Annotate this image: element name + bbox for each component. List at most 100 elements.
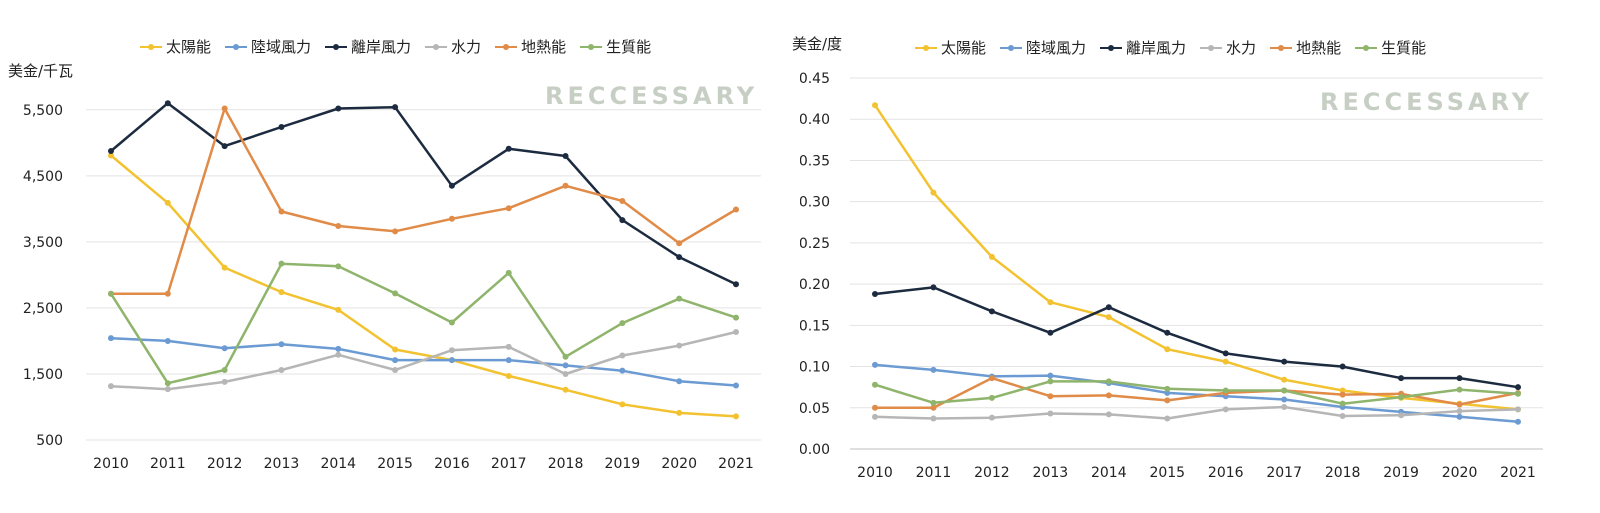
legend-label: 陸域風力 — [1026, 39, 1087, 57]
data-point — [335, 223, 342, 230]
data-point — [448, 347, 455, 354]
data-point — [335, 105, 342, 112]
data-point — [108, 383, 114, 390]
legend-swatch — [1270, 43, 1293, 53]
chart-left: 500 1,500 2,500 3,500 4,500 5,500 2010 2011 2012… — [8, 36, 761, 472]
data-point — [1222, 358, 1229, 365]
series-line — [111, 107, 737, 296]
series-line — [109, 262, 737, 385]
x-tick-label: 2015 — [1149, 465, 1185, 481]
y-tick-label: 0.15 — [800, 318, 830, 334]
data-point — [392, 346, 399, 353]
legend-swatch — [1100, 43, 1123, 53]
legend-swatch — [915, 43, 937, 53]
data-point — [1515, 390, 1521, 397]
x-tick-label: 2011 — [916, 465, 952, 481]
chart-right-plot: 0.00 0.05 0.10 0.15 0.20 0.25 0.30 0.35 0.40 0.45… — [800, 71, 1543, 481]
data-point — [278, 367, 285, 373]
y-tick-label: 1,500 — [23, 367, 63, 383]
data-point — [1456, 375, 1463, 382]
legend-item: 生質能 — [580, 36, 651, 57]
series-line — [874, 380, 1519, 405]
legend-item: 太陽能 — [140, 36, 211, 57]
data-point — [1164, 385, 1171, 392]
data-point — [278, 123, 285, 130]
data-point — [562, 153, 569, 160]
data-point — [1164, 329, 1171, 336]
watermark-left: RECCESSARY — [545, 82, 759, 110]
chart-right: 0.00 0.05 0.10 0.15 0.20 0.25 0.30 0.35 0.40 0.45… — [792, 0, 1600, 513]
x-tick-label: 2020 — [661, 456, 697, 472]
legend-item: 水力 — [425, 36, 481, 57]
data-point — [392, 357, 399, 364]
x-tick-label: 2018 — [548, 456, 584, 472]
x-tick-label: 2017 — [491, 456, 527, 472]
x-tick-label: 2016 — [1208, 465, 1244, 481]
data-point — [562, 182, 569, 189]
data-point — [505, 357, 512, 364]
data-point — [505, 145, 512, 152]
y-tick-label: 0.45 — [800, 71, 830, 87]
data-point — [1047, 393, 1054, 400]
data-point — [1281, 387, 1288, 394]
series-line — [874, 363, 1519, 424]
data-point — [1281, 358, 1288, 365]
series-line — [110, 336, 737, 387]
y-tick-label: 0.10 — [800, 360, 830, 376]
x-tick-label: 2014 — [320, 456, 356, 472]
data-point — [335, 263, 342, 270]
data-point — [1047, 410, 1054, 417]
data-point — [1105, 314, 1112, 321]
x-tick-label: 2015 — [377, 456, 413, 472]
data-point — [221, 264, 228, 271]
data-point — [392, 367, 399, 373]
legend-item: 離岸風力 — [1100, 37, 1186, 58]
y-tick-label: 0.30 — [800, 195, 830, 211]
data-point — [988, 394, 995, 401]
data-point — [278, 260, 285, 267]
data-point — [872, 381, 878, 388]
data-point — [872, 413, 878, 420]
data-point — [278, 289, 285, 296]
y-tick-label: 2,500 — [23, 301, 63, 317]
legend-swatch — [225, 42, 248, 52]
x-tick-label: 2012 — [207, 456, 243, 472]
data-point — [1222, 350, 1229, 357]
legend-item: 太陽能 — [915, 37, 986, 58]
data-point — [562, 353, 569, 360]
x-tick-label: 2019 — [1383, 465, 1419, 481]
legend-label: 生質能 — [1381, 39, 1427, 57]
y-tick-label: 0.20 — [800, 277, 830, 293]
series-line — [873, 104, 1519, 411]
series-line — [874, 405, 1519, 420]
legend-label: 地熱能 — [1296, 39, 1342, 57]
data-point — [164, 290, 171, 297]
data-point — [733, 206, 739, 213]
chart-left-plot: 500 1,500 2,500 3,500 4,500 5,500 2010 2011 2012… — [23, 100, 761, 472]
data-point — [676, 240, 683, 247]
data-point — [335, 306, 342, 313]
data-point — [988, 308, 995, 315]
data-point — [1456, 408, 1463, 415]
data-point — [505, 205, 512, 212]
legend-label: 太陽能 — [941, 39, 987, 57]
data-point — [1047, 372, 1054, 379]
data-point — [733, 314, 739, 321]
data-point — [221, 378, 228, 385]
legend-item: 地熱能 — [1270, 37, 1341, 58]
x-tick-label: 2011 — [150, 456, 186, 472]
data-point — [164, 100, 171, 107]
series-line — [110, 101, 737, 286]
x-tick-label: 2019 — [605, 456, 641, 472]
data-point — [619, 217, 626, 224]
data-point — [562, 370, 569, 377]
data-point — [988, 253, 995, 260]
x-tick-label: 2013 — [264, 456, 300, 472]
data-point — [1281, 376, 1288, 383]
data-point — [1222, 406, 1229, 413]
data-point — [1456, 401, 1463, 408]
data-point — [392, 228, 399, 235]
series-line — [110, 154, 737, 418]
data-point — [164, 380, 171, 387]
x-tick-label: 2014 — [1091, 465, 1127, 481]
